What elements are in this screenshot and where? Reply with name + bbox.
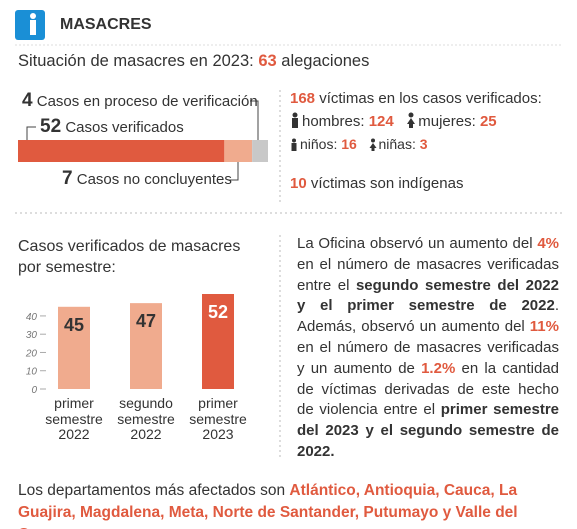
bar xyxy=(202,294,234,389)
count: 16 xyxy=(341,136,357,152)
count: 25 xyxy=(479,113,497,130)
count: 7 xyxy=(62,168,73,189)
in-process: 4 Casos en proceso de verificación xyxy=(22,90,258,112)
y-tick-label: 30 xyxy=(26,330,38,341)
person-icon xyxy=(291,138,297,151)
label: mujeres: xyxy=(418,113,476,130)
icon-head xyxy=(30,13,36,19)
summary: Situación de masacres en 2023: 63 alegac… xyxy=(18,52,369,71)
text: víctimas en los casos verificados: xyxy=(319,90,542,107)
value-label: 52 xyxy=(208,302,228,322)
victims-children: niños: 16 niñas: 3 xyxy=(290,136,428,152)
x-tick-label: segundo semestre 2022 xyxy=(117,395,175,442)
person-icon xyxy=(369,138,376,151)
count: 10 xyxy=(290,175,307,192)
count: 52 xyxy=(40,116,62,137)
stack-segment xyxy=(252,140,268,162)
indigenous: 10 víctimas son indígenas xyxy=(290,175,463,192)
title: MASACRES xyxy=(60,16,152,33)
victims: 168 víctimas en los casos verificados: xyxy=(290,90,542,107)
count: 3 xyxy=(419,136,428,152)
stack-segment xyxy=(18,140,225,162)
text-segment: 1.2% xyxy=(421,359,456,377)
text-segment: primer semestre del 2023 y el segundo se… xyxy=(297,401,560,460)
summary-unit: alegaciones xyxy=(281,52,370,70)
label: Casos no concluyentes xyxy=(76,171,232,188)
label: Casos en proceso de verificación xyxy=(36,93,258,110)
text-segment: en la cantidad de víctimas derivadas de … xyxy=(297,359,559,419)
count: 124 xyxy=(368,113,394,130)
x-tick-label: primer semestre 2022 xyxy=(45,395,103,442)
verified: 52 Casos verificados xyxy=(40,116,184,138)
victims-adults: hombres: 124 mujeres: 25 xyxy=(290,112,497,130)
y-tick-label: 20 xyxy=(25,348,38,359)
label: niñas: xyxy=(378,136,416,152)
stack-segment xyxy=(224,140,253,162)
value-label: 47 xyxy=(136,311,156,331)
connector xyxy=(250,100,259,150)
text-segment: 11% xyxy=(529,318,559,336)
summary-count: 63 xyxy=(258,52,277,70)
y-tick-label: 0 xyxy=(31,385,37,396)
summary-text: Situación de masacres en 2023: xyxy=(18,52,254,70)
x-tick-label: primer semestre 2023 xyxy=(189,395,247,442)
paragraph: La Oficina observó un aumento del 4% en … xyxy=(297,234,559,463)
text-segment: Atlántico, Antioquia, Cauca, La Guajira,… xyxy=(18,482,518,529)
text-segment: en el número de masacres verificadas y u… xyxy=(297,338,559,377)
label: niños: xyxy=(300,136,338,152)
value-label: 45 xyxy=(64,315,84,335)
count: 168 xyxy=(290,90,316,107)
count: 4 xyxy=(22,90,33,111)
text-segment: segundo semestre del 2022 y el primer se… xyxy=(297,276,559,315)
bar xyxy=(58,306,90,389)
person-icon xyxy=(292,112,298,128)
icon-body xyxy=(30,20,36,35)
person-icon xyxy=(407,112,416,128)
footer: Los departamentos más afectados son Atlá… xyxy=(18,480,563,529)
label: Casos verificados xyxy=(65,119,184,136)
chart-title: Casos verificados de masacres por semest… xyxy=(18,238,241,276)
text-segment: Los departamentos más afectados son xyxy=(18,482,290,499)
label: hombres: xyxy=(302,113,365,130)
text-segment: 4% xyxy=(537,235,559,252)
text: víctimas son indígenas xyxy=(310,175,464,192)
bar xyxy=(130,303,162,389)
y-tick-label: 10 xyxy=(26,367,38,378)
text-segment: en el número de masacres verificadas ent… xyxy=(297,255,559,294)
inconclusive: 7 Casos no concluyentes xyxy=(62,168,232,190)
text-segment: La Oficina observó un aumento del xyxy=(297,235,538,252)
y-tick-label: 40 xyxy=(26,312,38,323)
text-segment: . Además, observó un aumento del xyxy=(297,297,559,336)
